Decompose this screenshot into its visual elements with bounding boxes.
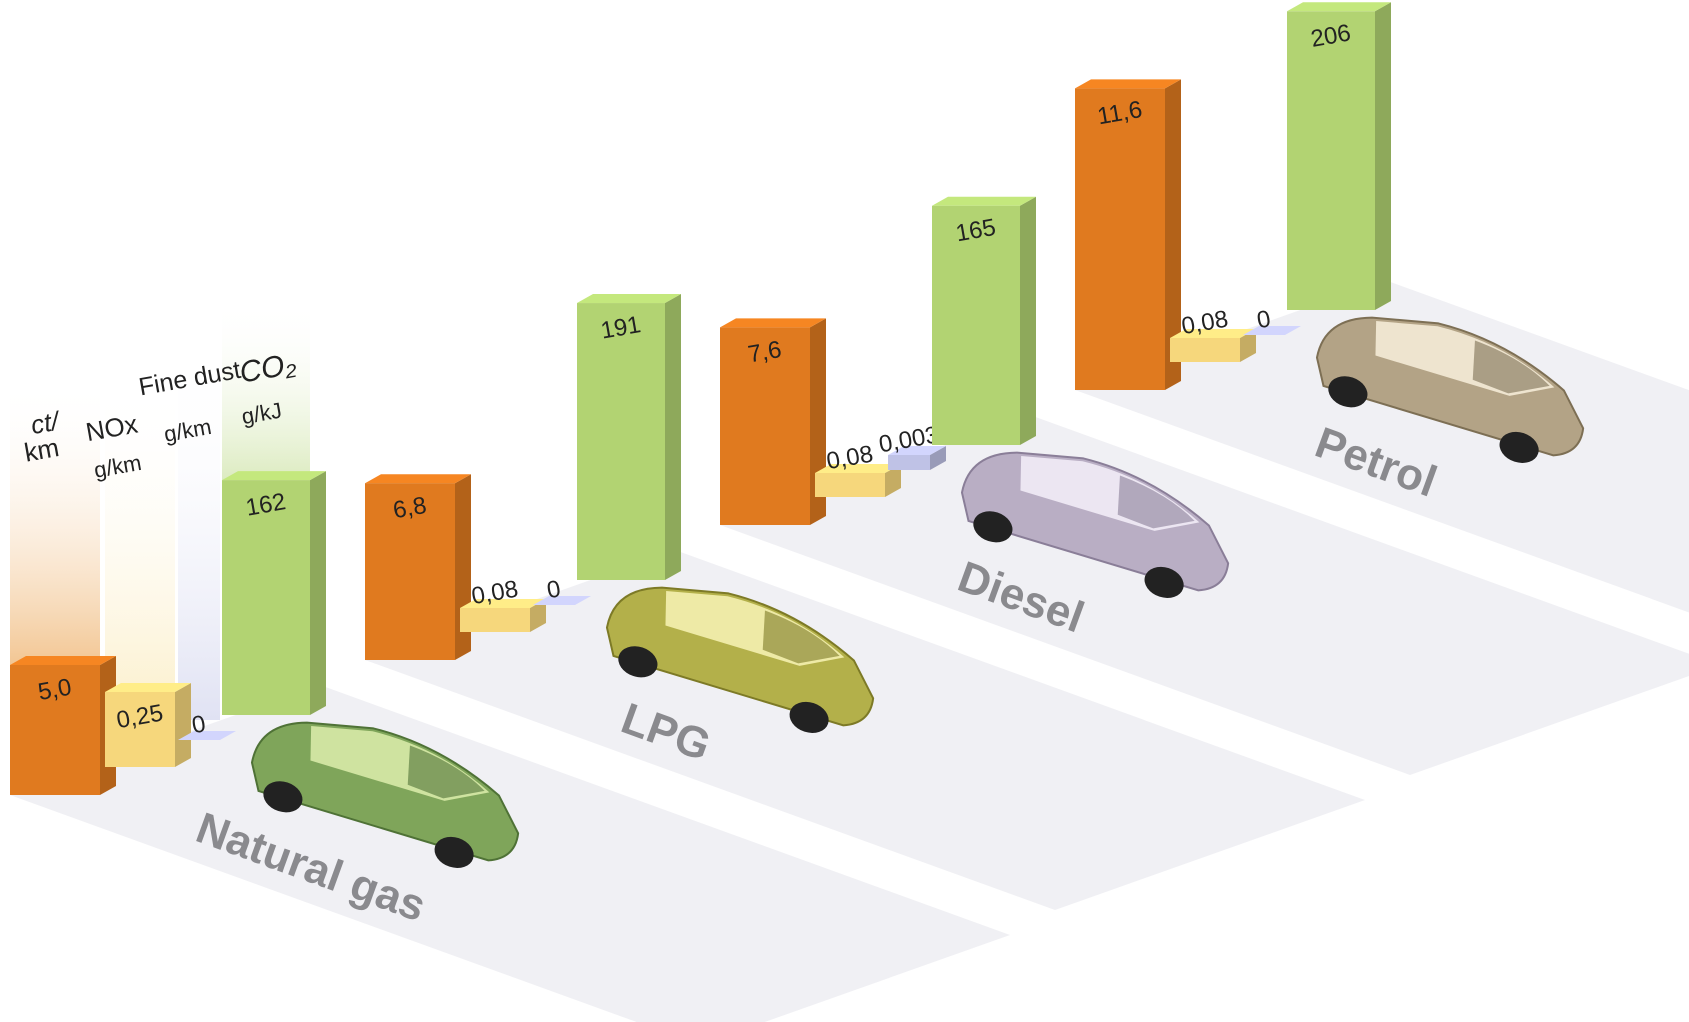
bar-top — [1243, 326, 1301, 335]
value-label: 0 — [545, 575, 563, 604]
bar — [888, 455, 930, 470]
car-window — [1117, 475, 1195, 529]
bar-top — [178, 731, 236, 740]
bar-side — [1240, 329, 1256, 362]
bar — [105, 692, 175, 767]
bar-top — [365, 474, 471, 484]
bar-side — [1165, 79, 1181, 391]
legend-column — [178, 340, 220, 720]
bar-top — [105, 683, 191, 692]
bar-top — [1075, 79, 1181, 89]
floor-stripe — [1075, 280, 1689, 613]
bar-top — [815, 464, 901, 473]
car-window — [1472, 340, 1550, 394]
bar — [365, 483, 455, 660]
bar — [1075, 88, 1165, 391]
floor-stripe — [720, 415, 1689, 775]
legend-unit: km — [22, 432, 61, 468]
bar-side — [175, 683, 191, 767]
bar — [1170, 338, 1240, 362]
bar-top — [533, 596, 591, 605]
bar-top — [932, 196, 1036, 206]
bar-top — [222, 471, 326, 481]
value-label: 7,6 — [746, 336, 784, 368]
bar — [460, 608, 530, 632]
car-wheel — [1144, 566, 1184, 598]
bar-side — [930, 446, 946, 470]
car-window — [407, 745, 485, 799]
value-label: 0 — [1255, 305, 1273, 334]
bar — [577, 303, 665, 580]
bar-top — [720, 318, 826, 328]
bar-top — [10, 656, 116, 665]
bar — [1287, 11, 1375, 311]
bar-side — [455, 474, 471, 660]
bar-side — [1375, 2, 1391, 311]
bar-top — [1287, 2, 1391, 12]
value-label: 0 — [190, 710, 208, 739]
car-window — [762, 610, 840, 664]
car — [960, 451, 1230, 598]
car — [1315, 316, 1585, 463]
value-label: 6,8 — [391, 492, 429, 524]
bar-side — [665, 294, 681, 580]
bar — [932, 205, 1020, 445]
car-wheel — [263, 781, 303, 813]
car-wheel — [1499, 431, 1539, 463]
legend-column — [222, 300, 310, 480]
bar-side — [310, 471, 326, 715]
car-wheel — [789, 701, 829, 733]
bar — [815, 473, 885, 497]
bar-top — [460, 599, 546, 608]
bar-top — [1170, 329, 1256, 338]
car — [605, 586, 875, 733]
car-wheel — [973, 511, 1013, 543]
bar — [10, 665, 100, 795]
car-wheel — [1328, 376, 1368, 408]
bar-top — [888, 446, 946, 455]
car-wheel — [618, 646, 658, 678]
car — [250, 721, 520, 868]
bar — [720, 327, 810, 525]
bar-side — [885, 464, 901, 497]
bar — [222, 480, 310, 715]
bar-side — [530, 599, 546, 632]
bar-side — [1020, 196, 1036, 445]
legend-column — [10, 380, 100, 670]
value-label: 5,0 — [36, 674, 74, 706]
bar-top — [577, 294, 681, 304]
car-wheel — [434, 836, 474, 868]
